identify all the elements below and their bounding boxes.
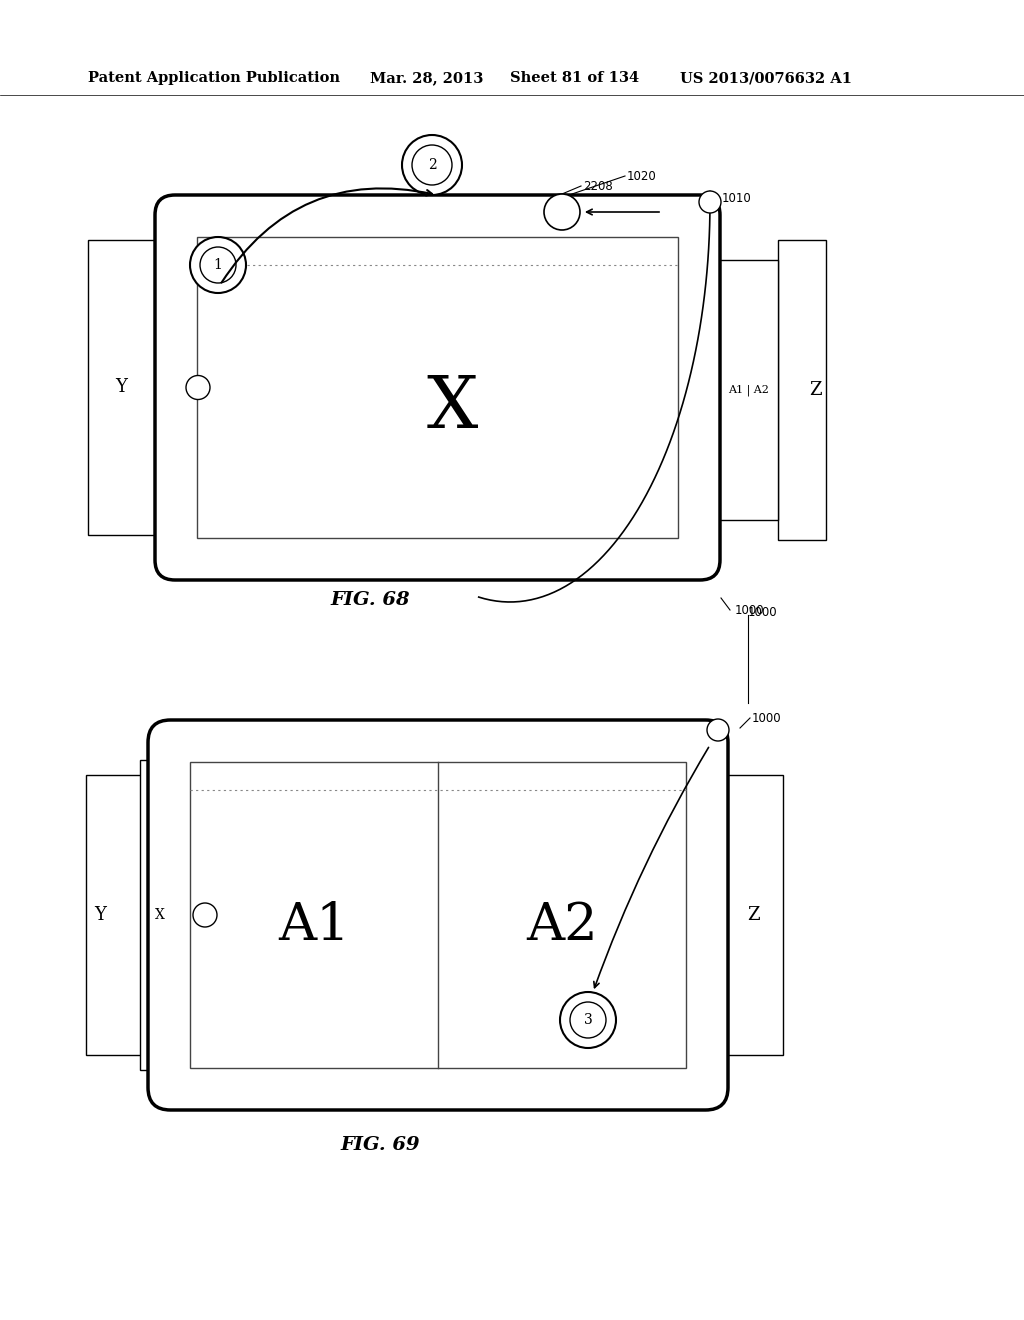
Text: 1000: 1000: [748, 606, 777, 619]
Circle shape: [544, 194, 580, 230]
Bar: [88, 240, 155, 535]
Text: 2204: 2204: [500, 273, 529, 286]
Circle shape: [402, 135, 462, 195]
Text: FIG. 68: FIG. 68: [330, 591, 410, 609]
Circle shape: [699, 191, 721, 213]
Bar: [190, 762, 686, 1068]
Bar: [778, 240, 826, 540]
Circle shape: [412, 145, 452, 185]
Text: Mar. 28, 2013: Mar. 28, 2013: [370, 71, 483, 84]
Text: X: X: [155, 908, 165, 921]
Text: A1: A1: [279, 899, 350, 950]
Text: A1 | A2: A1 | A2: [728, 384, 768, 396]
Text: Sheet 81 of 134: Sheet 81 of 134: [510, 71, 639, 84]
Text: 1020: 1020: [627, 169, 656, 182]
Text: X: X: [427, 372, 478, 442]
FancyBboxPatch shape: [148, 719, 728, 1110]
Text: 2208: 2208: [583, 180, 612, 193]
Text: 1010: 1010: [722, 191, 752, 205]
Text: 2: 2: [428, 158, 436, 172]
Circle shape: [560, 993, 616, 1048]
Text: 1: 1: [214, 257, 222, 272]
Bar: [718, 260, 778, 520]
Circle shape: [193, 903, 217, 927]
Circle shape: [190, 238, 246, 293]
Circle shape: [200, 247, 236, 282]
Bar: [725, 775, 783, 1055]
Circle shape: [186, 375, 210, 400]
Bar: [140, 760, 180, 1071]
Text: Y: Y: [116, 379, 127, 396]
Text: A2: A2: [526, 899, 598, 950]
Circle shape: [570, 1002, 606, 1038]
Text: 1000: 1000: [752, 711, 781, 725]
Bar: [86, 775, 141, 1055]
Text: Patent Application Publication: Patent Application Publication: [88, 71, 340, 84]
Text: FIG. 69: FIG. 69: [340, 1137, 420, 1154]
Text: 1000: 1000: [735, 603, 765, 616]
Text: Y: Y: [94, 906, 105, 924]
Text: Z: Z: [810, 381, 822, 399]
FancyBboxPatch shape: [155, 195, 720, 579]
Text: US 2013/0076632 A1: US 2013/0076632 A1: [680, 71, 852, 84]
Text: Z: Z: [748, 906, 760, 924]
Circle shape: [707, 719, 729, 741]
Bar: [197, 238, 678, 539]
Text: 3: 3: [584, 1012, 592, 1027]
